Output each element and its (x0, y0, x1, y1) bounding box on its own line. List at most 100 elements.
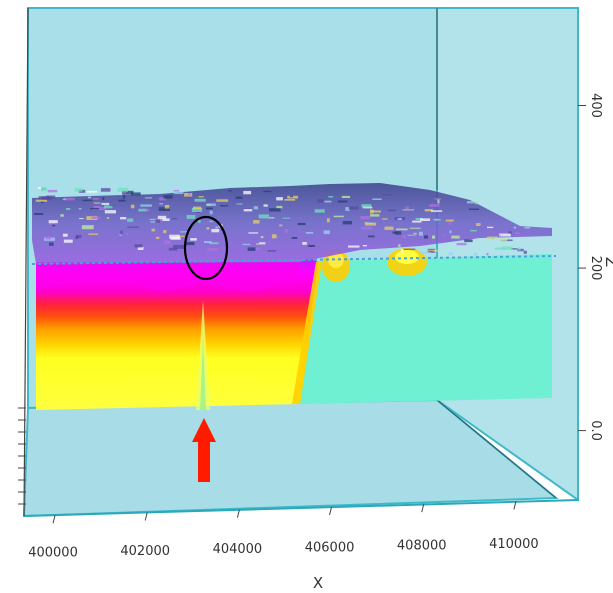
clutter-speck (267, 250, 277, 252)
clutter-speck (209, 220, 214, 223)
clutter-speck (341, 195, 351, 198)
clutter-speck (419, 251, 431, 254)
clutter-speck (523, 250, 527, 254)
clutter-speck (211, 229, 220, 233)
anomaly-region (36, 258, 318, 410)
clutter-speck (371, 210, 381, 213)
clutter-speck (127, 218, 134, 222)
clutter-speck (328, 196, 334, 198)
clutter-speck (498, 234, 501, 236)
clutter-speck (464, 239, 473, 243)
x-tick-label: 402000 (120, 544, 170, 559)
clutter-speck (173, 191, 184, 195)
clutter-speck (431, 210, 443, 212)
box-edge-front (23, 499, 579, 517)
x-tick-label: 400000 (28, 546, 78, 561)
clutter-speck (170, 237, 181, 240)
clutter-speck (361, 226, 373, 230)
clutter-speck (126, 233, 129, 236)
clutter-speck (402, 209, 415, 211)
clutter-speck (276, 197, 283, 201)
clutter-speck (122, 195, 126, 199)
clutter-speck (424, 235, 428, 239)
clutter-speck (206, 207, 213, 210)
clutter-speck (365, 222, 377, 226)
clutter-speck (398, 244, 401, 247)
clutter-speck (473, 252, 478, 256)
clutter-speck (500, 237, 508, 241)
clutter-speck (198, 196, 204, 198)
clutter-speck (348, 245, 360, 248)
clutter-speck (384, 226, 394, 230)
clutter-speck (437, 199, 440, 204)
clutter-speck (420, 218, 431, 221)
clutter-speck (93, 202, 101, 204)
clutter-speck (64, 197, 75, 201)
clutter-speck (259, 242, 266, 244)
clutter-speck (253, 220, 260, 224)
clutter-speck (235, 196, 243, 199)
clutter-speck (173, 244, 185, 249)
clutter-speck (206, 204, 211, 206)
clutter-speck (209, 210, 213, 215)
clutter-speck (491, 236, 494, 240)
clutter-speck (90, 208, 100, 210)
clutter-speck (197, 219, 201, 223)
clutter-speck (362, 206, 373, 209)
box-edge-left (23, 7, 29, 517)
anomaly-peak-contours (36, 262, 300, 292)
clutter-speck (409, 227, 421, 229)
clutter-speck (106, 217, 110, 219)
clutter-speck (216, 199, 229, 202)
clutter-speck (513, 226, 517, 229)
highlight-circle (183, 215, 229, 281)
clutter-speck (263, 204, 268, 207)
clutter-speck (118, 199, 126, 202)
clutter-speck (382, 218, 388, 220)
x-tick-label: 404000 (213, 542, 263, 557)
clutter-speck (186, 215, 196, 219)
clutter-speck (260, 236, 264, 239)
clutter-speck (60, 214, 64, 217)
clutter-speck (78, 208, 82, 210)
clutter-speck (456, 242, 467, 246)
clutter-speck (131, 192, 141, 196)
clutter-speck (284, 199, 296, 201)
clutter-speck (268, 217, 275, 219)
background-value-region (296, 254, 552, 404)
clutter-speck (35, 199, 48, 202)
clutter-speck (253, 206, 259, 210)
clutter-speck (117, 187, 128, 192)
clutter-speck (445, 219, 454, 222)
clutter-speck (66, 208, 71, 210)
clutter-speck (75, 235, 82, 238)
clutter-speck (342, 221, 352, 225)
x-axis-title: X (313, 574, 323, 592)
clutter-speck (104, 205, 113, 209)
clutter-speck (474, 202, 478, 205)
clutter-speck (206, 203, 216, 206)
clutter-speck (395, 231, 402, 235)
clutter-speck (370, 214, 380, 217)
clutter-speck (49, 242, 54, 246)
clutter-speck (419, 231, 423, 236)
clutter-speck (171, 218, 178, 220)
clutter-speck (468, 208, 480, 210)
clutter-speck (415, 217, 423, 220)
clutter-speck (305, 232, 314, 234)
clutter-speck (470, 230, 477, 232)
clutter-speck (87, 196, 92, 199)
clutter-speck (258, 214, 269, 219)
clutter-speck (451, 235, 460, 239)
clutter-speck (206, 227, 210, 230)
clutter-speck (138, 208, 148, 212)
clutter-speck (134, 244, 143, 248)
clutter-speck (360, 216, 370, 220)
clutter-speck (34, 213, 44, 215)
clutter-speck (79, 218, 84, 220)
clutter-speck (494, 247, 505, 250)
x-tick-mark (329, 506, 333, 516)
clutter-speck (120, 230, 123, 234)
clutter-speck (256, 247, 260, 251)
